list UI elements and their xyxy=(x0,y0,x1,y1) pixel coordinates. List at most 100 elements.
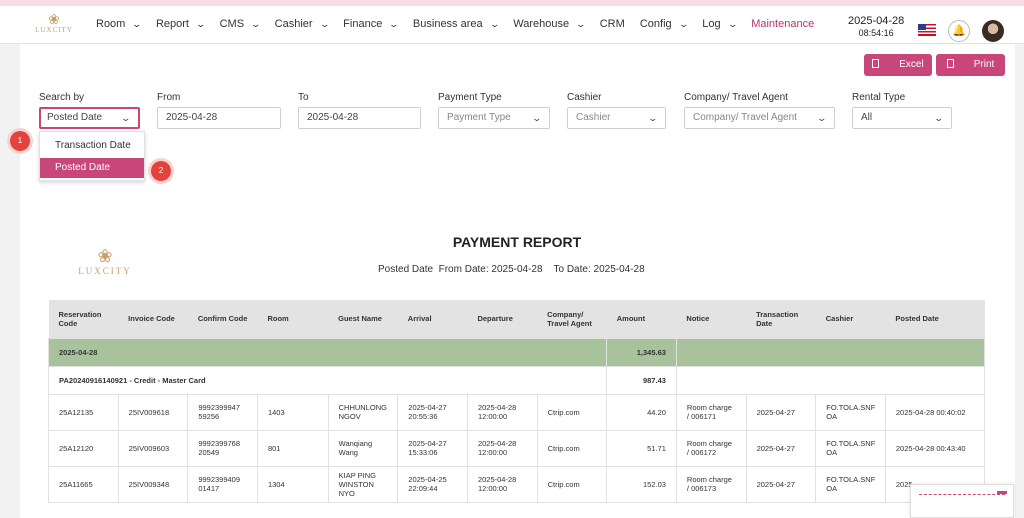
reservation-code-link[interactable]: 25A11665 xyxy=(48,465,119,503)
posted-date: 2025-04-28 00:40:02 xyxy=(884,393,986,431)
invoice-code-link[interactable]: 25IV009348 xyxy=(117,465,189,503)
column-header: Arrival xyxy=(397,300,468,338)
step-badge-2: 2 xyxy=(151,161,171,181)
report-logo: ❀ LUXCITY xyxy=(74,246,136,276)
excel-button[interactable]: Excel xyxy=(864,54,932,76)
invoice-code-link[interactable]: 25IV009618 xyxy=(117,393,189,431)
amount: 51.71 xyxy=(606,429,677,467)
search-by-label: Search by xyxy=(39,92,85,103)
search-by-select[interactable]: Posted Date ⌄ xyxy=(39,107,140,129)
menu-finance[interactable]: Finance ⌄ xyxy=(343,18,400,30)
column-header: Company/ Travel Agent xyxy=(537,300,607,338)
cashier: FO.TOLA.SNF OA xyxy=(815,465,886,503)
top-navbar: ❀ LUXCITY Room ⌄ Report ⌄ CMS ⌄ Cashier ⌄ Fi… xyxy=(0,6,1024,44)
column-header: Guest Name xyxy=(328,300,398,338)
top-accent-strip xyxy=(0,0,1024,6)
menu-crm[interactable]: CRM xyxy=(599,18,625,30)
chevron-down-icon: ⌄ xyxy=(575,19,587,29)
menu-log[interactable]: Log ⌄ xyxy=(702,18,738,30)
company-label: Company/ Travel Agent xyxy=(684,92,788,103)
subgroup-label: PA20240916140921 - Credit - Master Card xyxy=(47,365,608,395)
payment-type-label: Payment Type xyxy=(438,92,502,103)
report-brand-name: LUXCITY xyxy=(78,266,132,276)
payment-type-select[interactable]: Payment Type ⌄ xyxy=(438,107,550,129)
chevron-down-icon: ⌄ xyxy=(678,19,689,29)
chevron-down-icon: ⌄ xyxy=(489,19,500,29)
report-title: PAYMENT REPORT xyxy=(452,234,582,250)
column-header: Confirm Code xyxy=(187,300,258,338)
guest-name: CHHUNLONG NGOV xyxy=(327,393,399,431)
chevron-down-icon: ⌄ xyxy=(195,19,207,29)
departure: 2025-04-28 12:00:00 xyxy=(466,429,538,467)
company: Ctrip.com xyxy=(536,429,608,467)
print-button[interactable]: Print xyxy=(936,54,1005,76)
notice: Room charge / 006173 xyxy=(675,465,747,503)
menu-business-area[interactable]: Business area ⌄ xyxy=(412,18,500,30)
datetime-display: 2025-04-28 08:54:16 xyxy=(848,15,904,39)
bell-icon[interactable]: 🔔 xyxy=(948,20,970,42)
subgroup-amount: 987.43 xyxy=(606,365,677,395)
option-transaction-date[interactable]: Transaction Date xyxy=(55,140,131,151)
group-date: 2025-04-28 xyxy=(47,337,608,367)
arrival: 2025-04-25 22:09:44 xyxy=(397,465,468,503)
menu-cashier[interactable]: Cashier ⌄ xyxy=(274,18,330,30)
menu-report[interactable]: Report ⌄ xyxy=(155,18,207,30)
guest-name: KIAP PING WINSTON NYO xyxy=(327,465,399,503)
column-header: Room xyxy=(257,300,329,338)
column-header: Cashier xyxy=(815,300,886,338)
rental-type-label: Rental Type xyxy=(852,92,906,103)
payment-report-table: Reservation Code Invoice Code Confirm Co… xyxy=(47,300,986,503)
brand-logo[interactable]: ❀ LUXCITY xyxy=(34,12,74,40)
notice: Room charge / 006171 xyxy=(675,393,747,431)
lotus-icon: ❀ xyxy=(48,11,60,27)
confirm-code: 9992399768 20549 xyxy=(187,429,258,467)
chevron-down-icon: ⌄ xyxy=(531,113,543,123)
departure: 2025-04-28 12:00:00 xyxy=(466,393,538,431)
to-date-input[interactable]: 2025-04-28 xyxy=(298,107,421,129)
group-row: 2025-04-28 1,345.63 xyxy=(47,337,986,367)
from-date-input[interactable]: 2025-04-28 xyxy=(157,107,281,129)
invoice-code-link[interactable]: 25IV009603 xyxy=(117,429,189,467)
widget-divider xyxy=(919,494,1005,495)
current-date: 2025-04-28 xyxy=(848,15,905,27)
subgroup-row: PA20240916140921 - Credit - Master Card … xyxy=(47,365,986,395)
column-header: Invoice Code xyxy=(118,300,188,338)
chevron-down-icon: ⌄ xyxy=(388,19,400,29)
menu-warehouse[interactable]: Warehouse ⌄ xyxy=(513,18,587,30)
menu-config[interactable]: Config ⌄ xyxy=(639,18,689,30)
room: 801 xyxy=(256,429,329,467)
printer-icon xyxy=(946,59,954,68)
menu-cms[interactable]: CMS ⌄ xyxy=(219,18,262,30)
table-row: 25A11665 25IV009348 9992399409 01417 130… xyxy=(48,465,986,503)
departure: 2025-04-28 12:00:00 xyxy=(466,465,538,503)
floating-widget[interactable] xyxy=(910,484,1014,518)
step-badge-1: 1 xyxy=(10,131,30,151)
transaction-date: 2025-04-27 xyxy=(745,393,817,431)
us-flag-icon[interactable] xyxy=(918,24,936,36)
option-posted-date[interactable]: Posted Date xyxy=(40,158,144,178)
from-label: From xyxy=(157,92,181,103)
report-criteria: Posted Date From Date: 2025-04-28 To Dat… xyxy=(378,264,645,275)
company-select[interactable]: Company/ Travel Agent ⌄ xyxy=(684,107,835,129)
rental-type-select[interactable]: All ⌄ xyxy=(852,107,952,129)
menu-room[interactable]: Room ⌄ xyxy=(96,18,143,30)
chevron-down-icon: ⌄ xyxy=(647,113,659,123)
avatar[interactable] xyxy=(982,20,1004,42)
transaction-date: 2025-04-27 xyxy=(745,465,817,503)
chevron-down-icon: ⌄ xyxy=(250,19,262,29)
brand-name: LUXCITY xyxy=(35,26,73,34)
confirm-code: 9992399947 59256 xyxy=(187,393,258,431)
menu-maintenance[interactable]: Maintenance xyxy=(751,18,815,30)
reservation-code-link[interactable]: 25A12120 xyxy=(48,429,119,467)
cashier-select[interactable]: Cashier ⌄ xyxy=(567,107,666,129)
reservation-code-link[interactable]: 25A12135 xyxy=(48,393,119,431)
cashier: FO.TOLA.SNF OA xyxy=(815,393,886,431)
arrival: 2025-04-27 15:33:06 xyxy=(397,429,468,467)
chevron-down-icon: ⌄ xyxy=(319,19,330,29)
table-header-row: Reservation Code Invoice Code Confirm Co… xyxy=(48,300,985,338)
arrival: 2025-04-27 20:55:36 xyxy=(397,393,468,431)
column-header: Amount xyxy=(606,300,677,338)
posted-date: 2025-04-28 00:43:40 xyxy=(884,429,986,467)
column-header: Posted Date xyxy=(885,300,985,338)
current-time: 08:54:16 xyxy=(858,28,894,38)
